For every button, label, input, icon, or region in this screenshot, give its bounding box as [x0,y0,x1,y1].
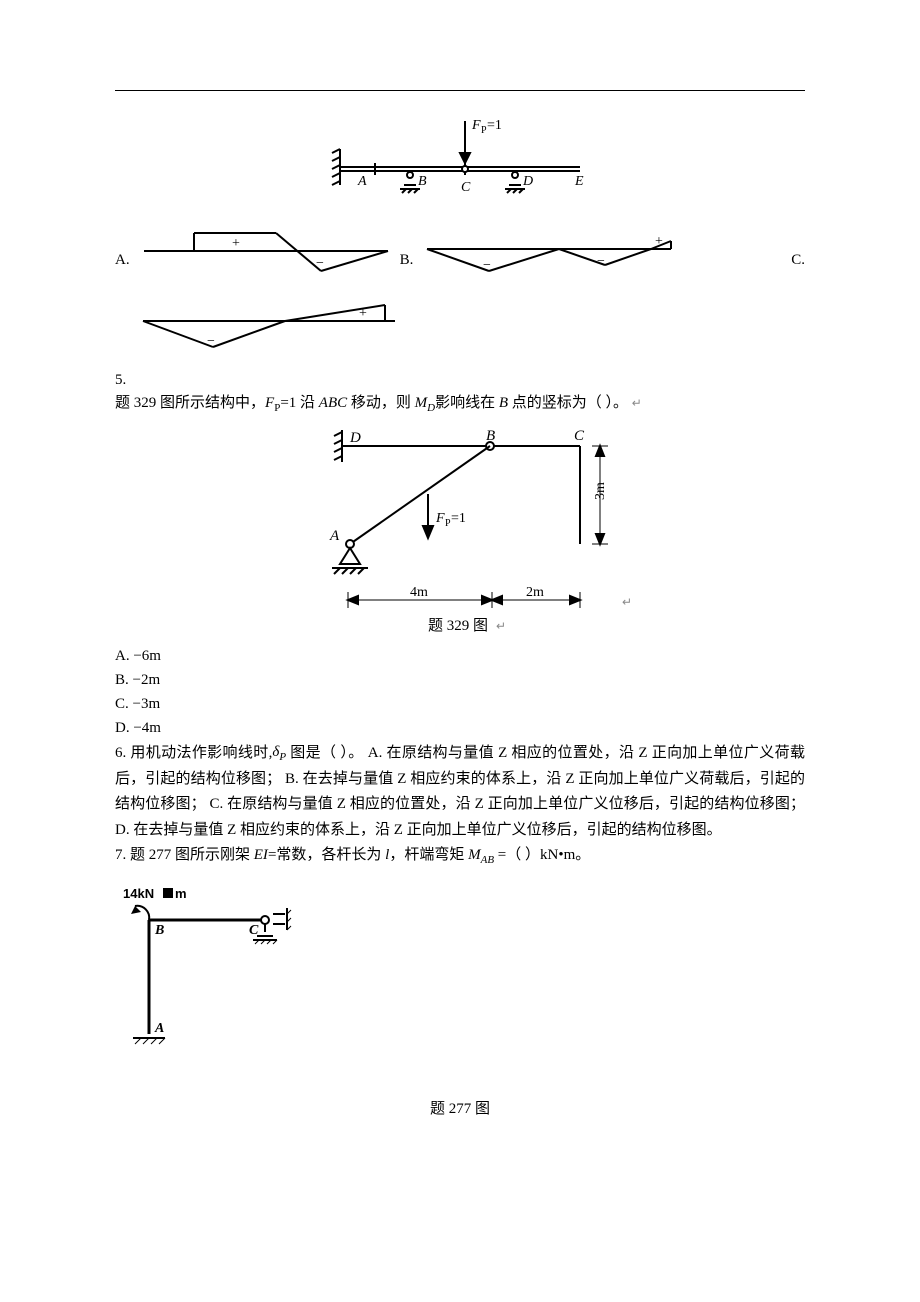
svg-text:−: − [316,256,324,271]
q4-option-c-label: C. [791,249,805,272]
svg-text:−: − [207,334,215,349]
svg-text:14kN: 14kN [123,886,154,901]
svg-text:=1: =1 [487,118,502,133]
svg-text:2m: 2m [526,585,544,600]
q4-option-b-diagram: − − + [419,221,679,295]
svg-text:B: B [154,923,164,938]
svg-text:题 329 图: 题 329 图 [428,617,488,634]
q4-option-a-label: A. [115,249,130,272]
svg-text:D: D [522,174,533,189]
svg-text:+: + [359,306,367,321]
q6-text: 6. 用机动法作影响线时,δP 图是（ ）。 A. 在原结构与量值 Z 相应的位… [115,740,805,843]
svg-text:C: C [574,428,585,444]
svg-text:4m: 4m [410,585,428,600]
svg-text:↵: ↵ [622,595,632,609]
svg-text:A: A [154,1021,164,1036]
q7-caption: 题 277 图 [115,1098,805,1121]
svg-text:A: A [329,528,340,544]
q5-num: 5. [115,369,805,392]
svg-text:A: A [357,174,367,189]
q5-choices: A. −6m B. −2m C. −3m D. −4m [115,644,805,740]
q5-choice-a: A. −6m [115,644,805,668]
svg-text:B: B [486,428,495,444]
svg-text:F: F [435,511,445,526]
q4-load-label: F [471,118,481,133]
q4-options-row: A. + − B. − − [115,221,805,295]
q5-choice-b: B. −2m [115,668,805,692]
q4-option-extra-diagram: − + [135,297,405,357]
svg-text:−: − [483,258,491,273]
q5-question-text: 题 329 图所示结构中，FP=1 沿 ABC 移动，则 MD影响线在 B 点的… [115,392,805,417]
svg-text:−: − [597,254,605,269]
svg-text:E: E [574,174,584,189]
svg-text:C: C [461,180,471,195]
q4-option-b-label: B. [400,249,414,272]
svg-text:B: B [418,174,427,189]
q7-frame-figure: 14kN m B C A [115,884,315,1064]
page-rule [115,90,805,91]
q4-option-a-diagram: + − [136,221,396,295]
svg-text:=1: =1 [451,511,466,526]
svg-text:3m: 3m [593,482,608,500]
q4-beam-figure: FP=1 A B C D E [320,109,600,209]
svg-text:D: D [349,430,361,446]
q5-choice-c: C. −3m [115,692,805,716]
svg-text:↵: ↵ [496,619,506,633]
svg-text:C: C [249,923,259,938]
svg-text:+: + [655,234,663,249]
svg-text:+: + [232,236,240,251]
q5-block: 5. 题 329 图所示结构中，FP=1 沿 ABC 移动，则 MD影响线在 B… [115,369,805,740]
q5-choice-d: D. −4m [115,716,805,740]
q7-text: 7. 题 277 图所示刚架 EI=常数，各杆长为 l，杆端弯矩 MAB =（ … [115,843,805,870]
svg-text:m: m [175,886,187,901]
q5-truss-figure: D B C A FP=1 4m 2m 3m ↵ 题 329 图↵ [280,422,640,642]
q4-block: FP=1 A B C D E A. + − B. [115,109,805,365]
